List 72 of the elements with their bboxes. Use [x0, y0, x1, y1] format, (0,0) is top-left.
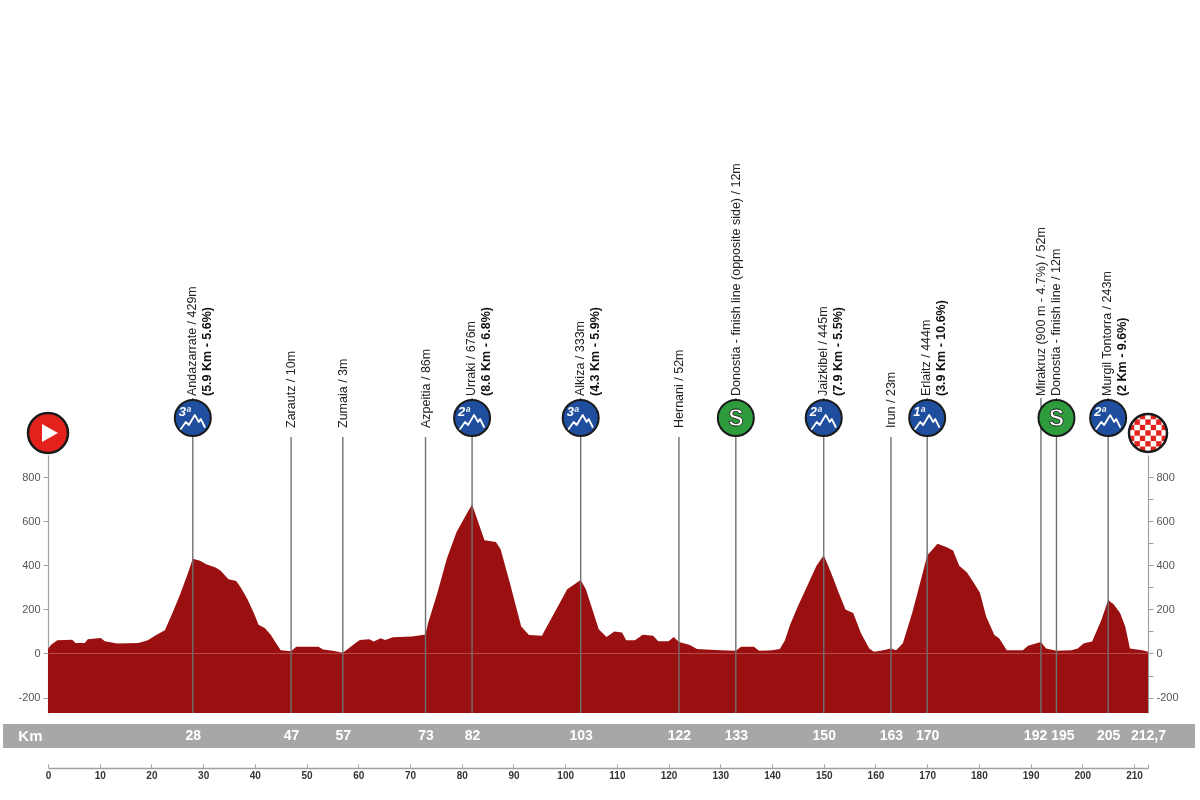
text: Urraki / 676m (8.6 Km - 6.8%) — [464, 307, 494, 396]
x2-tick-label: 57 — [335, 726, 352, 743]
x-tick-label: 130 — [712, 769, 730, 781]
y2-tick-label: 0 — [1156, 646, 1163, 659]
text: 3ª — [178, 404, 192, 419]
y-tick-label: 800 — [22, 470, 41, 483]
ref-line-label: Azpeitia / 86m — [418, 348, 433, 428]
x-tick-label: 80 — [456, 769, 469, 781]
text: S — [728, 405, 744, 431]
ref-line-label: Mirakruz (900 m - 4.7%) / 52m — [1033, 227, 1048, 396]
x2-axis-title: Km — [18, 726, 43, 744]
x-tick-label: 100 — [557, 769, 575, 781]
ref-line-label: Donostia - finish line (opposite side) / 12m — [728, 163, 743, 396]
y-tick-label: -200 — [18, 691, 41, 704]
x-tick-label: 60 — [353, 769, 365, 781]
x2-tick-label: 28 — [185, 726, 202, 743]
x2-tick-label: 73 — [418, 726, 435, 743]
x-tick-label: 40 — [249, 769, 262, 781]
y2-tick-label: 800 — [1156, 470, 1175, 483]
y-tick-label: 0 — [34, 646, 41, 659]
x-tick-label: 180 — [971, 769, 989, 781]
x-tick-label: 70 — [404, 769, 417, 781]
x2-tick-label: 212,7 — [1130, 726, 1167, 743]
x-tick-label: 210 — [1126, 769, 1144, 781]
text: Murgil Tontorra / 243m (2 Km - 9.6%) — [1100, 271, 1130, 396]
x-tick-label: 50 — [301, 769, 314, 781]
y2-tick-label: 200 — [1156, 602, 1175, 615]
ref-line-label: Zarautz / 10m — [284, 350, 299, 428]
text: Erlaitz / 444m (3.9 Km - 10.6%) — [919, 300, 949, 396]
ref-line-label: Irun / 23m — [883, 371, 898, 428]
x-tick-label: 120 — [660, 769, 678, 781]
text: Alkiza / 333m (4.3 Km - 5.9%) — [572, 307, 602, 396]
x-tick-label: 20 — [146, 769, 158, 781]
x-tick-label: 110 — [609, 769, 626, 781]
x2-tick-label: 163 — [879, 726, 904, 743]
y2-tick-label: 600 — [1156, 514, 1175, 527]
text: 2ª — [457, 404, 472, 419]
y2-tick-label: 400 — [1156, 558, 1175, 571]
x-tick-label: 10 — [94, 769, 107, 781]
y-tick-label: 400 — [22, 558, 41, 571]
x2-tick-label: 103 — [569, 726, 594, 743]
x2-tick-label: 47 — [283, 726, 300, 743]
text: Jaizkibel / 445m (7.9 Km - 5.5%) — [815, 306, 845, 396]
x2-tick-label: 122 — [667, 726, 692, 743]
y-tick-label: 200 — [22, 602, 41, 615]
y2-tick-label: -200 — [1156, 691, 1179, 704]
x2-tick-label: 205 — [1097, 726, 1121, 743]
x2-tick-label: 195 — [1051, 726, 1075, 743]
x2-tick-label: 192 — [1023, 726, 1048, 743]
x-tick-label: 90 — [508, 769, 520, 781]
x-tick-label: 170 — [919, 769, 937, 781]
ref-line-label: Donostia - finish line / 12m — [1049, 248, 1064, 396]
x-tick-label: 140 — [764, 769, 782, 781]
x2-tick-label: 150 — [812, 726, 837, 743]
text: 2ª — [1093, 404, 1108, 419]
y-tick-label: 600 — [22, 514, 41, 527]
x-tick-label: 0 — [45, 769, 52, 781]
ref-line-label: Hernani / 52m — [671, 349, 686, 428]
x2-tick-label: 82 — [464, 726, 481, 743]
x2-tick-label: 170 — [915, 726, 940, 743]
x-tick-label: 200 — [1074, 769, 1092, 781]
x-tick-label: 190 — [1022, 769, 1040, 781]
x2-tick-label: 133 — [724, 726, 749, 743]
text: 3ª — [566, 404, 580, 419]
text: 2ª — [808, 404, 823, 419]
text: 1ª — [913, 404, 927, 419]
x-tick-label: 150 — [815, 769, 834, 781]
x-tick-label: 160 — [867, 769, 885, 781]
ref-line-label: Zumaia / 3m — [335, 358, 350, 428]
text: S — [1048, 405, 1065, 431]
x-tick-label: 30 — [198, 769, 210, 781]
text: Andazarrate / 429m (5.9 Km - 5.6%) — [184, 286, 214, 396]
